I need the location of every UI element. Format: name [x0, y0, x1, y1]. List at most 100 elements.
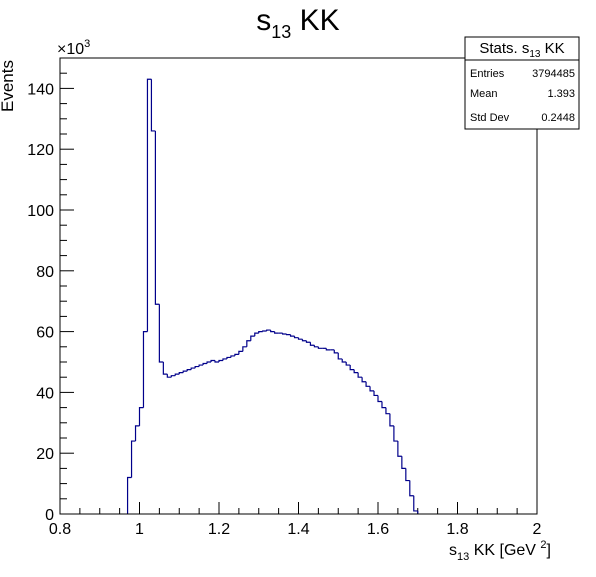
- histogram-bin: [405, 468, 410, 482]
- x-tick-label: 1.4: [287, 521, 309, 538]
- histogram-bin: [234, 353, 239, 356]
- y-axis-label: Events: [0, 60, 17, 112]
- histogram-bin: [365, 381, 371, 387]
- histogram-bin: [325, 348, 331, 351]
- stats-box: Stats. s13 KK Entries 3794485 Mean 1.393…: [464, 36, 580, 130]
- y-tick-label: 100: [27, 203, 54, 220]
- histogram-bin: [357, 372, 363, 378]
- histogram-bin: [377, 395, 382, 403]
- title-s: s: [256, 4, 271, 37]
- histogram-bin: [274, 331, 279, 334]
- xlabel-end: ]: [547, 542, 551, 559]
- stats-stddev-value: 0.2448: [541, 112, 575, 124]
- x-tick-label: 1.6: [367, 521, 389, 538]
- histogram-bin: [246, 340, 251, 347]
- histogram-bin: [305, 340, 311, 343]
- histogram-bin: [126, 476, 132, 514]
- y-tick-label: 120: [27, 142, 54, 159]
- histogram-bin: [385, 407, 390, 415]
- histogram-bin: [242, 346, 247, 352]
- histogram-bin: [158, 304, 164, 363]
- stats-mean-label: Mean: [470, 88, 498, 100]
- histogram-bin: [182, 370, 188, 373]
- y-tick-label: 0: [45, 507, 54, 524]
- histogram-bin: [202, 362, 208, 366]
- xlabel-s: s: [449, 542, 457, 559]
- histogram-bin: [333, 349, 339, 354]
- histogram-bin: [190, 367, 196, 370]
- stats-title: Stats. s13 KK: [479, 40, 564, 60]
- histogram-bin: [134, 425, 140, 442]
- histogram-bin: [226, 356, 231, 359]
- histogram-bin: [258, 331, 263, 334]
- histogram-bin: [206, 361, 212, 364]
- histogram-bin: [218, 359, 223, 362]
- histogram-bin: [393, 425, 398, 442]
- title-subscript: 13: [271, 22, 291, 42]
- histogram-bin: [150, 79, 156, 132]
- histogram-bin: [361, 377, 367, 383]
- histogram-bin: [198, 364, 204, 367]
- histogram-bin: [138, 407, 144, 426]
- stats-entries-value: 3794485: [532, 68, 575, 80]
- stats-title-suffix: KK: [540, 40, 564, 57]
- histogram-bin: [389, 413, 394, 427]
- histogram-bin: [250, 335, 255, 341]
- histogram-bin: [282, 333, 287, 335]
- histogram-bin: [345, 362, 351, 366]
- histogram-bin: [166, 374, 172, 378]
- histogram-bin: [337, 352, 343, 360]
- histogram-bin: [373, 390, 378, 397]
- histogram-bin: [222, 358, 227, 361]
- x-tick-label: 1: [135, 521, 144, 538]
- xlabel-subscript: 13: [457, 551, 469, 563]
- histogram-bin: [186, 369, 192, 372]
- histogram-bin: [297, 337, 303, 340]
- histogram-bin: [285, 334, 291, 336]
- histogram-bin: [214, 360, 219, 363]
- histogram-bin: [266, 329, 271, 331]
- histogram-bin: [130, 440, 136, 478]
- histogram-bin: [293, 336, 299, 339]
- histogram-bin: [270, 330, 275, 333]
- histogram-bin: [409, 480, 414, 497]
- histogram-bin: [317, 346, 323, 349]
- histogram-bin: [230, 355, 235, 358]
- histogram-bin: [349, 365, 355, 371]
- stats-title-subscript: 13: [529, 49, 541, 60]
- histogram-bin: [162, 362, 168, 375]
- histogram-bin: [413, 495, 418, 512]
- histogram-bin: [313, 345, 319, 348]
- x-axis-label: s13 KK [GeV 2]: [449, 539, 551, 563]
- y-tick-label: 80: [36, 264, 54, 281]
- x-tick-label: 1.2: [208, 521, 230, 538]
- histogram-bin: [301, 339, 307, 342]
- y-tick-label: 140: [27, 81, 54, 98]
- stats-entries-label: Entries: [470, 68, 505, 80]
- y-tick-label: 40: [36, 385, 54, 402]
- histogram-bin: [289, 334, 295, 337]
- histogram-bin: [309, 342, 315, 346]
- x-tick-label: 2: [533, 521, 542, 538]
- xlabel-mid: KK [GeV: [469, 542, 540, 559]
- stats-title-prefix: Stats. s: [479, 40, 529, 57]
- xlabel-exponent: 2: [540, 539, 546, 551]
- plot-frame: [59, 57, 538, 515]
- histogram-bin: [154, 130, 160, 305]
- x-tick-label: 0.8: [49, 521, 71, 538]
- histogram-bin: [142, 331, 148, 408]
- histogram-bin: [238, 350, 243, 355]
- histogram-bin: [194, 365, 200, 369]
- histogram-bin: [170, 375, 176, 378]
- multiplier-base: ×10: [57, 41, 84, 58]
- histogram-bin: [178, 372, 184, 375]
- multiplier-exponent: 3: [84, 38, 90, 50]
- chart-title: s13 KK: [256, 4, 339, 42]
- y-tick-label: 20: [36, 446, 54, 463]
- histogram-bin: [381, 401, 386, 409]
- histogram-bin: [401, 456, 406, 469]
- y-tick-label: 60: [36, 325, 54, 342]
- y-multiplier: ×103: [57, 38, 90, 58]
